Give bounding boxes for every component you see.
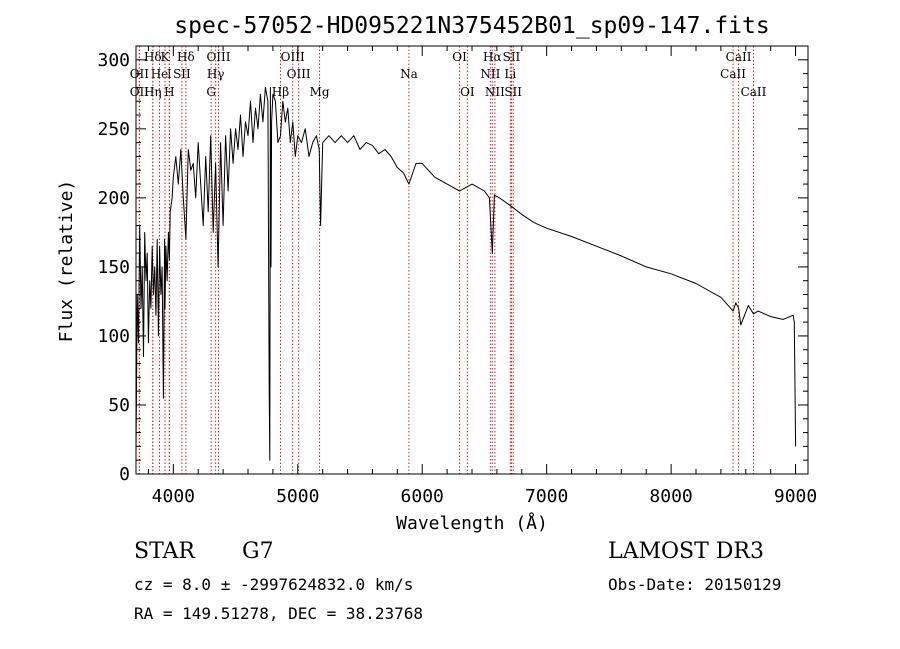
y-tick-label: 0 xyxy=(119,464,130,485)
x-axis-ticks: 4000 5000 6000 7000 8000 9000 xyxy=(147,46,817,507)
y-tick-label: 250 xyxy=(97,119,130,140)
marker-label: OIII xyxy=(287,67,311,81)
y-tick-label: 200 xyxy=(97,188,130,209)
spectral-line-markers: HδKHδOIIIOIIIOIHαSIICaIIOIIHeISIIHγOIIIN… xyxy=(130,46,767,474)
y-tick-label: 300 xyxy=(97,50,130,71)
x-tick-label: 9000 xyxy=(774,486,817,507)
redshift-text: cz = 8.0 ± -2997624832.0 km/s xyxy=(134,575,414,594)
y-tick-label: 50 xyxy=(108,395,130,416)
marker-label: H xyxy=(164,85,174,99)
obs-date: Obs-Date: 20150129 xyxy=(608,575,782,594)
marker-label: Mg xyxy=(310,85,330,99)
marker-label: CaII xyxy=(726,50,752,64)
marker-label: Li xyxy=(504,67,516,81)
marker-label: K xyxy=(161,50,171,64)
marker-label: NII xyxy=(485,85,505,99)
marker-label: SII xyxy=(504,85,522,99)
marker-label: SII xyxy=(503,50,521,64)
x-axis-label: Wavelength (Å) xyxy=(396,512,548,534)
marker-label: Hδ xyxy=(177,50,195,64)
object-class: STAR xyxy=(134,539,195,564)
marker-label: Hα xyxy=(483,50,502,64)
marker-label: Hγ xyxy=(207,67,225,81)
x-tick-label: 7000 xyxy=(525,486,568,507)
y-tick-label: 150 xyxy=(97,257,130,278)
y-axis-label: Flux (relative) xyxy=(56,180,77,343)
marker-label: OI xyxy=(452,50,467,64)
survey-name: LAMOST DR3 xyxy=(608,539,764,564)
x-tick-label: 8000 xyxy=(649,486,692,507)
marker-label: Na xyxy=(400,67,418,81)
chart-title: spec-57052-HD095221N375452B01_sp09-147.f… xyxy=(174,13,769,39)
marker-label: CaII xyxy=(720,67,746,81)
x-tick-label: 5000 xyxy=(276,486,319,507)
y-axis-ticks: 0 50 100 150 200 250 300 xyxy=(97,50,808,485)
marker-label: NII xyxy=(480,67,500,81)
x-tick-label: 6000 xyxy=(401,486,444,507)
spectrum-series xyxy=(135,86,797,461)
plot-frame xyxy=(135,45,809,475)
y-tick-label: 100 xyxy=(97,326,130,347)
marker-label: OII xyxy=(130,85,150,99)
marker-label: CaII xyxy=(741,85,767,99)
x-tick-label: 4000 xyxy=(152,486,195,507)
marker-label: OI xyxy=(460,85,475,99)
object-subclass: G7 xyxy=(242,539,274,564)
marker-label: Hβ xyxy=(272,85,289,99)
marker-label: OIII xyxy=(281,50,305,64)
marker-label: He xyxy=(151,67,169,81)
marker-label: OIII xyxy=(206,50,230,64)
spectrum-line-flux xyxy=(135,86,797,461)
coordinates: RA = 149.51278, DEC = 38.23768 xyxy=(134,604,423,623)
marker-label: SII xyxy=(173,67,191,81)
marker-label: Hη xyxy=(144,85,162,99)
marker-label: G xyxy=(206,85,216,99)
